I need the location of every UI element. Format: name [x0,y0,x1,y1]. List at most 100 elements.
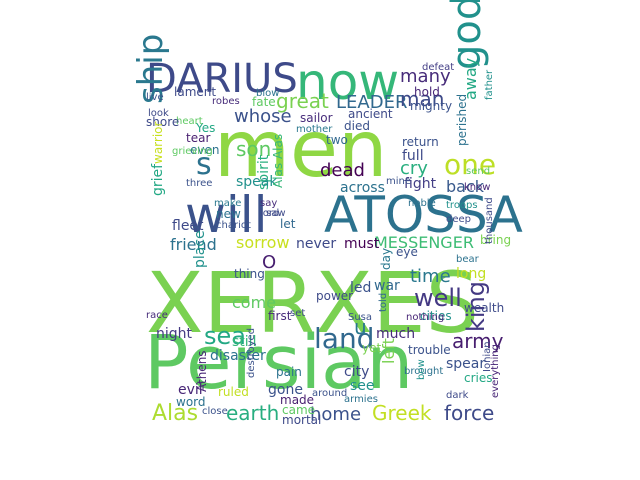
cloud-word: bear [456,254,480,265]
cloud-word: XERXES [146,254,479,352]
cloud-word: mortal [282,413,321,427]
cloud-word: make [214,198,241,209]
cloud-word: lament [174,85,216,99]
cloud-word: Athens [195,350,209,392]
cloud-word: three [186,178,212,189]
cloud-word: night [156,326,193,342]
cloud-word: across [340,180,385,196]
cloud-word: chariot [216,220,251,231]
cloud-word: dark [446,390,469,401]
cloud-word: lord [260,208,279,219]
cloud-word: defeat [422,62,454,73]
cloud-word: ship [131,34,171,104]
cloud-word: saw [266,208,286,219]
cloud-word: home [310,404,361,425]
cloud-word: mighty [410,99,452,113]
cloud-word: king [462,281,490,332]
cloud-word: brought [404,366,443,377]
cloud-word: new [216,207,241,221]
cloud-word: trouble [408,343,451,357]
cloud-word: earth [226,401,279,425]
cloud-word: cries [464,371,493,385]
cloud-word: Persian [144,320,413,406]
cloud-word: MESSENGER [374,233,474,252]
cloud-word: destroyed [246,328,257,378]
cloud-word: hold [414,85,440,99]
cloud-word: friend [170,235,217,254]
cloud-word: come [232,293,276,312]
cloud-word: died [344,119,370,133]
cloud-word: eye [396,245,418,259]
cloud-word: evil [178,382,203,398]
cloud-word: led [350,280,371,296]
cloud-word: sailor [300,111,333,125]
cloud-word: Susa [348,312,372,323]
cloud-word: around [312,388,347,399]
cloud-word: DARIUS [146,56,298,102]
cloud-word: bring [480,233,511,247]
cloud-word: fate [252,95,276,109]
cloud-word: robes [212,96,240,107]
cloud-word: let [280,217,296,231]
cloud-word: son [236,137,271,161]
cloud-word: Ionian [482,341,493,372]
cloud-word: even [190,143,219,157]
cloud-word: ATOSSA [324,186,523,244]
cloud-word: great [276,89,329,113]
cloud-word: time [410,266,451,287]
cloud-word: away [461,58,480,100]
cloud-word: deep [446,214,471,225]
cloud-word: cry [400,158,428,179]
cloud-word: one [444,148,496,181]
cloud-word: yet [362,341,381,355]
cloud-word: fleet [172,218,204,234]
cloud-word: gone [268,382,303,398]
cloud-word: fight [404,176,437,192]
cloud-word: sorrow [236,233,290,252]
cloud-word: told [378,293,389,312]
cloud-word: will [185,186,268,244]
cloud-word: set [290,308,305,319]
cloud-word: bow [416,359,427,380]
cloud-word: u [354,315,367,339]
cloud-word: s [196,147,212,182]
cloud-word: father [484,69,495,100]
cloud-word: land [314,322,374,355]
cloud-word: cities [420,309,452,323]
cloud-word: never [296,236,336,252]
cloud-word: back [446,177,485,196]
cloud-word: say [260,198,277,209]
cloud-word: word [176,395,206,409]
cloud-word: mother [296,124,333,135]
cloud-word: close [202,406,228,417]
cloud-word: shore [146,115,179,129]
cloud-word: war [374,278,400,294]
cloud-word: now [296,53,399,111]
cloud-word: still [232,334,256,350]
cloud-word: ancient [348,107,393,121]
cloud-word: city [344,364,369,380]
cloud-word: well [414,284,462,312]
cloud-word: came [282,403,315,417]
cloud-word: force [444,401,494,425]
cloud-word: Yes [195,121,215,135]
cloud-word: full [402,148,424,164]
cloud-word: armies [344,394,378,405]
cloud-word: many [400,66,451,87]
cloud-word: dead [320,160,365,181]
cloud-word: wealth [464,301,504,315]
cloud-word: god [444,0,490,70]
cloud-word: everything [490,344,501,398]
cloud-word: much [376,326,415,342]
cloud-word: pain [276,365,302,379]
cloud-word: noble [408,198,436,209]
cloud-word: send [466,166,490,177]
cloud-word: first [268,309,292,323]
cloud-word: race [146,310,168,321]
cloud-word: heart [176,116,203,127]
cloud-word: mine [386,176,411,187]
cloud-word: grieving [172,146,213,157]
cloud-word: Alas Alas [271,134,285,188]
cloud-word: left [379,338,398,364]
